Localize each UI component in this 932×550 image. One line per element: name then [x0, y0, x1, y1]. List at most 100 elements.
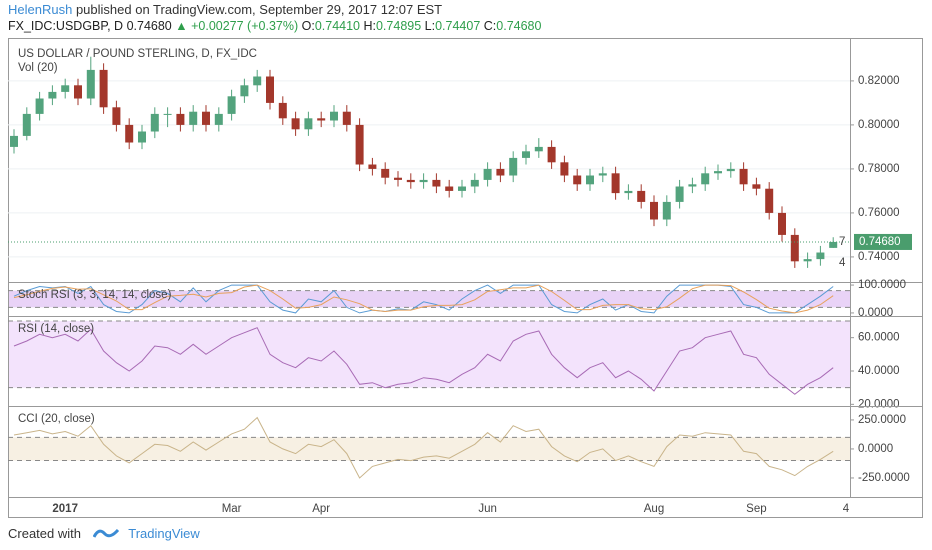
y-tick-label: 40.0000 — [858, 365, 900, 377]
candle-body — [214, 113, 223, 125]
x-tick-label: Apr — [312, 503, 330, 515]
indicator-line — [13, 416, 834, 479]
y-tick-label: 250.0000 — [858, 414, 906, 426]
created-with: Created with — [8, 526, 81, 541]
logo — [92, 528, 119, 538]
candle-body — [240, 85, 249, 97]
candle-body — [304, 118, 313, 130]
candle-body — [48, 91, 57, 99]
candle-body — [662, 201, 671, 220]
candle-body — [765, 188, 774, 213]
l-label: L: — [424, 19, 436, 33]
candle-body — [445, 186, 454, 191]
y-tick-label: 0.0000 — [858, 443, 893, 455]
logo-shape — [92, 528, 119, 538]
candle-body — [816, 252, 825, 260]
candle-body — [829, 241, 838, 248]
candle-body — [573, 175, 582, 185]
candle-body — [291, 118, 300, 130]
l-value: 0.74407 — [435, 19, 481, 33]
y-tick-label: 60.0000 — [858, 332, 900, 344]
x-tick-label: Aug — [644, 503, 664, 515]
symbol: FX_IDC:USDGBP, D — [8, 19, 124, 33]
y-tick-label: 100.0000 — [858, 279, 906, 291]
pane-title: CCI (20, close) — [18, 413, 95, 425]
candle-body — [138, 131, 146, 143]
pane-title: US DOLLAR / POUND STERLING, D, FX_IDC — [18, 48, 257, 60]
y-tick-label: 20.0000 — [858, 398, 900, 410]
candle-body — [112, 107, 121, 125]
y-tick-label: -250.0000 — [858, 472, 910, 484]
y-tick-label: 0.76000 — [858, 207, 900, 219]
candle-body — [739, 168, 748, 185]
o-label: O: — [301, 19, 315, 33]
last-price-box — [854, 233, 912, 250]
candle-body — [432, 179, 441, 187]
last-price-label: 0.74680 — [859, 236, 901, 248]
candle-body — [202, 111, 210, 125]
brand[interactable]: TradingView — [128, 526, 200, 541]
c-value: 0.74680 — [496, 19, 542, 33]
candle-body — [278, 102, 287, 119]
author[interactable]: HelenRush — [8, 2, 73, 17]
quote-line: FX_IDC:USDGBP, D 0.74680 ▲ +0.00277 (+0.… — [8, 19, 541, 33]
candle-body — [790, 234, 799, 262]
candle-body — [624, 190, 633, 194]
indicator-line — [13, 284, 834, 314]
footer: Created with TradingView — [8, 526, 200, 541]
change: +0.00277 (+0.37%) — [191, 19, 299, 33]
candle-body — [509, 157, 518, 176]
candle-body — [176, 113, 185, 125]
candle-body — [125, 124, 134, 143]
chart: 0.82000 0.80000 0.78000 0.76000 0.74000 2017 M… — [8, 38, 923, 518]
band — [9, 437, 850, 461]
event-count: 4 — [839, 257, 846, 269]
event-count: 7 — [839, 236, 845, 248]
pane-subtitle: Vol (20) — [18, 62, 58, 74]
candle-body — [394, 177, 402, 180]
pane-title: RSI (14, close) — [18, 323, 94, 335]
candle-body — [22, 113, 31, 136]
candle-body — [35, 98, 44, 114]
candle-body — [778, 212, 786, 235]
candle-body — [598, 173, 607, 176]
candle-body — [368, 164, 377, 169]
price: 0.74680 — [126, 19, 172, 33]
candle-body — [752, 184, 761, 189]
candle-body — [803, 259, 812, 262]
candle-body — [714, 171, 722, 174]
o-value: 0.74410 — [314, 19, 360, 33]
candle-body — [701, 173, 710, 185]
candle-body — [381, 168, 390, 178]
indicator-line — [13, 327, 834, 395]
candle-body — [61, 85, 70, 92]
candle-body — [688, 184, 697, 187]
candle-body — [253, 76, 262, 86]
candle-body — [10, 135, 18, 147]
candle-body — [419, 179, 428, 183]
y-tick-label: 0.74000 — [858, 251, 900, 263]
candle-body — [496, 168, 505, 176]
candle-body — [86, 69, 95, 99]
h-label: H: — [363, 19, 376, 33]
candle-body — [74, 85, 82, 99]
candle-body — [560, 162, 569, 176]
candle-body — [650, 201, 658, 220]
candle-body — [163, 113, 172, 115]
candle-body — [99, 69, 108, 108]
frame — [8, 38, 923, 518]
up-arrow: ▲ — [175, 19, 188, 33]
candle-body — [227, 96, 236, 114]
x-tick-label: Sep — [746, 503, 766, 515]
candle-body — [483, 168, 492, 180]
y-tick-label: 0.0000 — [858, 307, 893, 319]
published: published on TradingView.com, September … — [75, 2, 443, 17]
candle-body — [522, 151, 530, 158]
candle-body — [547, 146, 556, 163]
candle-body — [342, 111, 351, 125]
candle-body — [317, 118, 326, 121]
x-tick-label: Jun — [478, 503, 497, 515]
candle-body — [355, 124, 364, 165]
candle-body — [266, 76, 274, 103]
